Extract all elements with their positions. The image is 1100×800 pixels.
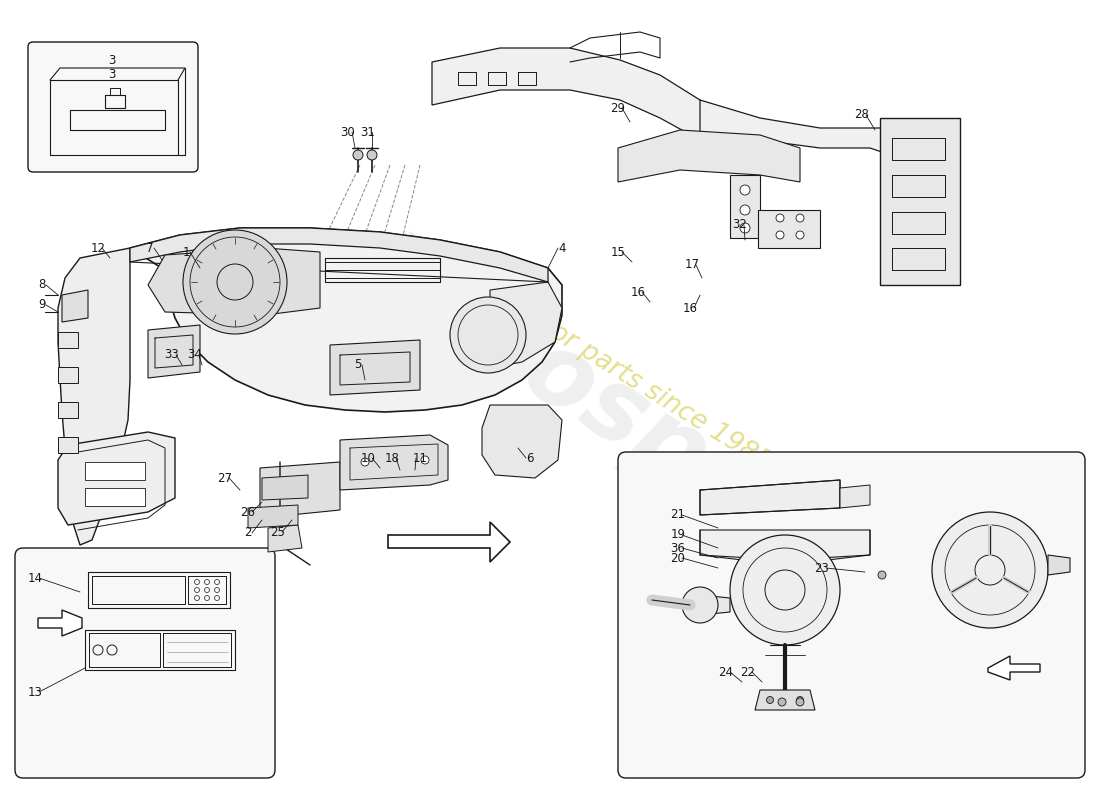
Polygon shape xyxy=(148,325,200,378)
Polygon shape xyxy=(758,210,820,248)
Circle shape xyxy=(421,456,429,464)
Text: 17: 17 xyxy=(684,258,700,271)
Text: 27: 27 xyxy=(218,471,232,485)
Polygon shape xyxy=(1048,555,1070,575)
Polygon shape xyxy=(432,48,720,148)
Text: 36: 36 xyxy=(671,542,685,554)
Text: 7: 7 xyxy=(146,242,154,254)
Text: 30: 30 xyxy=(341,126,355,138)
Circle shape xyxy=(450,297,526,373)
Circle shape xyxy=(740,185,750,195)
Text: 3: 3 xyxy=(108,69,115,82)
Polygon shape xyxy=(700,530,870,560)
Polygon shape xyxy=(340,435,448,490)
Circle shape xyxy=(730,535,840,645)
Circle shape xyxy=(776,231,784,239)
Circle shape xyxy=(740,223,750,233)
Text: 1: 1 xyxy=(183,246,189,258)
Polygon shape xyxy=(988,656,1040,680)
Text: 10: 10 xyxy=(361,451,375,465)
Text: 26: 26 xyxy=(241,506,255,518)
Text: 16: 16 xyxy=(630,286,646,298)
Polygon shape xyxy=(85,462,145,480)
FancyBboxPatch shape xyxy=(28,42,198,172)
Text: 32: 32 xyxy=(733,218,747,231)
Polygon shape xyxy=(58,332,78,348)
Text: 29: 29 xyxy=(610,102,626,114)
Polygon shape xyxy=(58,402,78,418)
Text: 11: 11 xyxy=(412,451,428,465)
Polygon shape xyxy=(260,462,340,518)
FancyBboxPatch shape xyxy=(618,452,1085,778)
Text: 12: 12 xyxy=(90,242,106,254)
Text: 6: 6 xyxy=(526,451,534,465)
Circle shape xyxy=(796,697,803,703)
Polygon shape xyxy=(148,248,320,315)
Circle shape xyxy=(682,587,718,623)
Polygon shape xyxy=(85,488,145,506)
Text: 8: 8 xyxy=(39,278,46,291)
Text: Eurospares: Eurospares xyxy=(345,221,934,639)
Polygon shape xyxy=(262,475,308,500)
FancyBboxPatch shape xyxy=(15,548,275,778)
Text: 21: 21 xyxy=(671,509,685,522)
Circle shape xyxy=(796,231,804,239)
Polygon shape xyxy=(58,437,78,453)
Polygon shape xyxy=(248,505,298,528)
Text: 25: 25 xyxy=(271,526,285,538)
Polygon shape xyxy=(58,248,130,545)
Polygon shape xyxy=(730,175,760,238)
Text: 33: 33 xyxy=(165,349,179,362)
Circle shape xyxy=(361,458,368,466)
Polygon shape xyxy=(130,228,548,282)
Polygon shape xyxy=(62,290,88,322)
Polygon shape xyxy=(880,118,960,285)
Text: 19: 19 xyxy=(671,529,685,542)
Text: 9: 9 xyxy=(39,298,46,311)
Circle shape xyxy=(932,512,1048,628)
Polygon shape xyxy=(58,432,175,525)
Text: 28: 28 xyxy=(855,109,869,122)
Text: 23: 23 xyxy=(815,562,829,574)
Circle shape xyxy=(878,571,886,579)
Text: 15: 15 xyxy=(610,246,626,258)
Polygon shape xyxy=(388,522,510,562)
Text: 18: 18 xyxy=(385,451,399,465)
Circle shape xyxy=(183,230,287,334)
Text: 14: 14 xyxy=(28,571,43,585)
Circle shape xyxy=(778,698,786,706)
Polygon shape xyxy=(58,367,78,383)
Text: 24: 24 xyxy=(718,666,734,678)
Polygon shape xyxy=(330,340,420,395)
Text: 3: 3 xyxy=(108,54,115,66)
Polygon shape xyxy=(482,405,562,478)
Polygon shape xyxy=(618,130,800,182)
Text: 13: 13 xyxy=(28,686,43,698)
Polygon shape xyxy=(755,690,815,710)
Text: 16: 16 xyxy=(682,302,697,314)
Circle shape xyxy=(740,205,750,215)
Circle shape xyxy=(353,150,363,160)
Text: 34: 34 xyxy=(188,349,202,362)
Text: 2: 2 xyxy=(244,526,252,539)
Polygon shape xyxy=(39,610,82,636)
Polygon shape xyxy=(840,485,870,508)
Polygon shape xyxy=(490,282,562,368)
Text: 22: 22 xyxy=(740,666,756,678)
Polygon shape xyxy=(700,100,960,165)
Circle shape xyxy=(796,698,804,706)
Polygon shape xyxy=(268,525,302,552)
Circle shape xyxy=(767,697,773,703)
Circle shape xyxy=(367,150,377,160)
Circle shape xyxy=(796,214,804,222)
Text: 31: 31 xyxy=(361,126,375,138)
Text: a passion for parts since 1985: a passion for parts since 1985 xyxy=(425,243,776,477)
Polygon shape xyxy=(700,480,840,515)
Text: 20: 20 xyxy=(671,551,685,565)
Polygon shape xyxy=(130,228,562,412)
Text: 4: 4 xyxy=(558,242,565,254)
Polygon shape xyxy=(700,595,730,615)
Text: 5: 5 xyxy=(354,358,362,371)
Circle shape xyxy=(776,214,784,222)
